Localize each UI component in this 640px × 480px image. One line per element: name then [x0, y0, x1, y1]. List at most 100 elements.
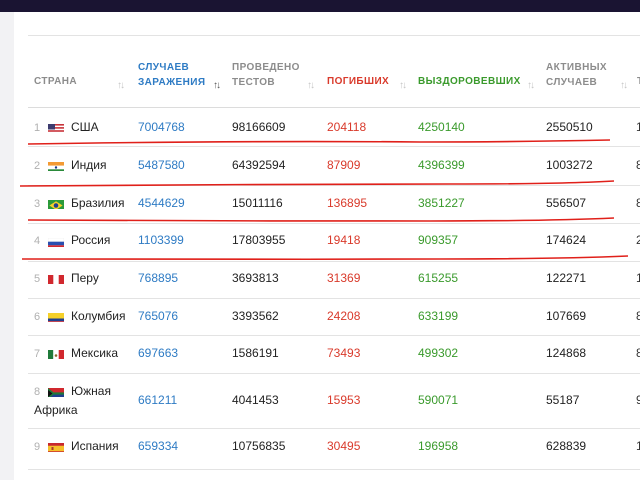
active-value: 55187: [546, 393, 580, 407]
flag-india-icon: [48, 160, 64, 171]
table-row[interactable]: 2 Индия 5487580 64392594 87909 4396399 1…: [28, 147, 640, 185]
cut-value: 1: [636, 271, 640, 285]
tests-value: 64392594: [232, 158, 286, 172]
recovered-value: 909357: [418, 233, 459, 247]
tests-value: 1586191: [232, 346, 279, 360]
cut-value: 1: [636, 439, 640, 453]
deaths-value: 15953: [327, 393, 361, 407]
cut-value: 8: [636, 196, 640, 210]
cut-value: 8: [636, 346, 640, 360]
header-recovered-label: ВЫЗДОРОВЕВШИХ: [418, 76, 521, 87]
flag-usa-icon: [48, 122, 64, 133]
row-rank: 8: [34, 386, 41, 398]
deaths-value: 204118: [327, 120, 367, 134]
country-name[interactable]: Перу: [71, 271, 99, 285]
table-row[interactable]: 7 Мексика 697663 1586191 73493 499302 12…: [28, 336, 640, 373]
country-name[interactable]: Бразилия: [71, 196, 125, 210]
active-value: 628839: [546, 439, 587, 453]
deaths-value: 136895: [327, 196, 368, 210]
table-panel: [14, 12, 640, 480]
table-top-border: [28, 35, 640, 36]
row-divider: [28, 428, 640, 429]
country-name[interactable]: Южная: [71, 384, 111, 398]
row-divider: [28, 261, 640, 262]
row-rank: 1: [34, 122, 41, 134]
table-row[interactable]: 4 Россия 1103399 17803955 19418 909357 1…: [28, 224, 640, 261]
recovered-value: 633199: [418, 309, 459, 323]
tests-value: 17803955: [232, 233, 286, 247]
deaths-value: 73493: [327, 346, 361, 360]
table-row[interactable]: 6 Колумбия 765076 3393562 24208 633199 1…: [28, 299, 640, 335]
header-tests-line2: ТЕСТОВ: [232, 77, 276, 88]
flag-spain-icon: [48, 441, 64, 452]
country-name[interactable]: Россия: [71, 233, 111, 247]
row-rank: 6: [34, 311, 41, 323]
header-active[interactable]: АКТИВНЫХ СЛУЧАЕВ: [546, 60, 607, 90]
header-active-line1: АКТИВНЫХ: [546, 62, 607, 73]
country-name[interactable]: Испания: [71, 439, 119, 453]
tests-value: 3693813: [232, 271, 279, 285]
header-country-label: СТРАНА: [34, 76, 77, 87]
sort-active-icon[interactable]: ↑↓: [620, 80, 628, 91]
table-row[interactable]: 5 Перу 768895 3693813 31369 615255 12227…: [28, 262, 640, 298]
header-recovered[interactable]: ВЫЗДОРОВЕВШИХ: [418, 74, 521, 89]
tests-value: 98166609: [232, 120, 286, 134]
header-deaths[interactable]: ПОГИБШИХ: [327, 74, 389, 89]
cases-value: 661211: [138, 393, 178, 407]
country-name[interactable]: Мексика: [71, 346, 119, 360]
sort-deaths-icon[interactable]: ↑↓: [399, 80, 407, 91]
table-row[interactable]: 3 Бразилия 4544629 15011116 136895 38512…: [28, 186, 640, 223]
recovered-value: 590071: [418, 393, 459, 407]
cut-value: 8: [636, 309, 640, 323]
header-tests[interactable]: ПРОВЕДЕНО ТЕСТОВ: [232, 60, 300, 90]
cut-value: 9: [636, 393, 640, 407]
row-rank: 3: [34, 198, 41, 210]
top-bar: [0, 0, 640, 12]
header-cases-line1: СЛУЧАЕВ: [138, 62, 190, 73]
recovered-value: 4250140: [418, 120, 465, 134]
sort-recovered-icon[interactable]: ↑↓: [527, 80, 535, 91]
row-divider: [28, 146, 640, 147]
recovered-value: 3851227: [418, 196, 465, 210]
header-cases[interactable]: СЛУЧАЕВ ЗАРАЖЕНИЯ: [138, 60, 205, 90]
cut-value: 2: [636, 233, 640, 247]
country-name[interactable]: Индия: [71, 158, 107, 172]
cases-value: 7004768: [138, 120, 185, 134]
table-row[interactable]: 1 США 7004768 98166609 204118 4250140 25…: [28, 109, 640, 146]
active-value: 124868: [546, 346, 587, 360]
active-value: 107669: [546, 309, 587, 323]
tests-value: 10756835: [232, 439, 286, 453]
active-value: 1003272: [546, 158, 593, 172]
row-divider: [28, 335, 640, 336]
sort-cases-icon[interactable]: ↑↓: [213, 80, 221, 91]
tests-value: 3393562: [232, 309, 279, 323]
header-country[interactable]: СТРАНА: [34, 74, 77, 89]
active-value: 122271: [546, 271, 587, 285]
deaths-value: 30495: [327, 439, 361, 453]
row-rank: 4: [34, 235, 41, 247]
cases-value: 1103399: [138, 233, 184, 247]
cut-value: 8: [636, 158, 640, 172]
row-divider: [28, 223, 640, 224]
cases-value: 768895: [138, 271, 179, 285]
header-border: [28, 107, 640, 108]
country-name[interactable]: Колумбия: [71, 309, 126, 323]
cut-value: 1: [636, 120, 640, 134]
sort-tests-icon[interactable]: ↑↓: [307, 80, 315, 91]
cases-value: 659334: [138, 439, 179, 453]
recovered-value: 499302: [418, 346, 459, 360]
header-cut: Т: [637, 74, 640, 89]
flag-peru-icon: [48, 273, 64, 284]
sort-country-icon[interactable]: ↑↓: [117, 80, 125, 91]
recovered-value: 615255: [418, 271, 459, 285]
table-row[interactable]: 9 Испания 659334 10756835 30495 196958 6…: [28, 429, 640, 469]
header-tests-line1: ПРОВЕДЕНО: [232, 62, 300, 73]
active-value: 174624: [546, 233, 587, 247]
tests-value: 15011116: [232, 196, 283, 210]
country-name-continued[interactable]: Африка: [34, 403, 78, 417]
country-name[interactable]: США: [71, 120, 99, 134]
table-row[interactable]: 8 Южная Африка 661211 4041453 15953 5900…: [28, 374, 640, 428]
flag-mexico-icon: [48, 348, 64, 359]
flag-colombia-icon: [48, 311, 64, 322]
deaths-value: 31369: [327, 271, 361, 285]
